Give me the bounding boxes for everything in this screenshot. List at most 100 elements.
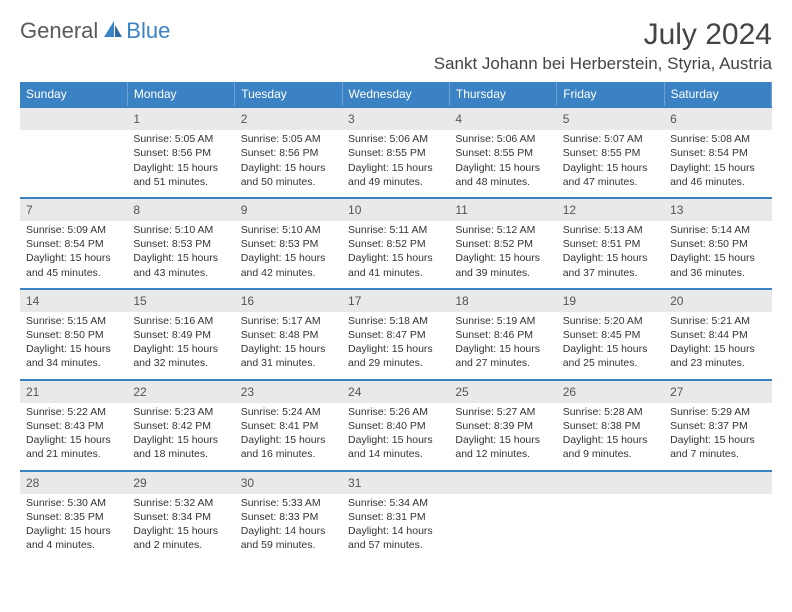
day-detail-line: Daylight: 15 hours bbox=[455, 161, 550, 175]
day-cell-header: 7 bbox=[20, 198, 127, 221]
day-cell-header: 28 bbox=[20, 471, 127, 494]
day-detail-line: Daylight: 15 hours bbox=[26, 524, 121, 538]
day-cell-header: 26 bbox=[557, 380, 664, 403]
logo-sail-icon bbox=[102, 19, 124, 44]
day-detail-line: Sunrise: 5:16 AM bbox=[133, 314, 228, 328]
day-detail-line: and 9 minutes. bbox=[563, 447, 658, 461]
week-content-row: Sunrise: 5:22 AMSunset: 8:43 PM Daylight:… bbox=[20, 403, 772, 471]
day-detail-line: Daylight: 15 hours bbox=[670, 342, 765, 356]
day-cell-header bbox=[557, 471, 664, 494]
day-details: Sunrise: 5:33 AMSunset: 8:33 PMDaylight:… bbox=[239, 494, 338, 553]
day-cell-content: Sunrise: 5:19 AMSunset: 8:46 PMDaylight:… bbox=[449, 312, 556, 380]
day-detail-line: Sunset: 8:43 PM bbox=[26, 419, 121, 433]
day-cell-header: 1 bbox=[127, 107, 234, 130]
day-detail-line: and 34 minutes. bbox=[26, 356, 121, 370]
day-detail-line: Sunset: 8:47 PM bbox=[348, 328, 443, 342]
day-number: 13 bbox=[664, 199, 771, 221]
day-cell-content: Sunrise: 5:16 AMSunset: 8:49 PMDaylight:… bbox=[127, 312, 234, 380]
day-number: 6 bbox=[664, 108, 771, 130]
day-detail-line: Daylight: 15 hours bbox=[348, 251, 443, 265]
day-cell-content: Sunrise: 5:10 AMSunset: 8:53 PMDaylight:… bbox=[235, 221, 342, 289]
day-header: Thursday bbox=[449, 82, 556, 107]
day-cell-header: 31 bbox=[342, 471, 449, 494]
day-detail-line: Sunrise: 5:34 AM bbox=[348, 496, 443, 510]
day-number bbox=[20, 108, 127, 130]
day-cell-header: 17 bbox=[342, 289, 449, 312]
day-detail-line: Sunrise: 5:29 AM bbox=[670, 405, 765, 419]
day-detail-line: Sunset: 8:34 PM bbox=[133, 510, 228, 524]
day-number: 3 bbox=[342, 108, 449, 130]
day-details: Sunrise: 5:20 AMSunset: 8:45 PMDaylight:… bbox=[561, 312, 660, 371]
day-detail-line: Sunset: 8:44 PM bbox=[670, 328, 765, 342]
day-cell-content: Sunrise: 5:11 AMSunset: 8:52 PMDaylight:… bbox=[342, 221, 449, 289]
day-details: Sunrise: 5:21 AMSunset: 8:44 PMDaylight:… bbox=[668, 312, 767, 371]
day-detail-line: and 42 minutes. bbox=[241, 266, 336, 280]
day-cell-content: Sunrise: 5:14 AMSunset: 8:50 PMDaylight:… bbox=[664, 221, 771, 289]
day-detail-line: and 23 minutes. bbox=[670, 356, 765, 370]
day-detail-line: Daylight: 15 hours bbox=[455, 342, 550, 356]
day-detail-line: Sunrise: 5:27 AM bbox=[455, 405, 550, 419]
day-details: Sunrise: 5:10 AMSunset: 8:53 PMDaylight:… bbox=[239, 221, 338, 280]
day-cell-content: Sunrise: 5:13 AMSunset: 8:51 PMDaylight:… bbox=[557, 221, 664, 289]
day-detail-line: Sunrise: 5:22 AM bbox=[26, 405, 121, 419]
logo: General Blue bbox=[20, 18, 170, 44]
day-cell-content: Sunrise: 5:10 AMSunset: 8:53 PMDaylight:… bbox=[127, 221, 234, 289]
day-detail-line: Daylight: 15 hours bbox=[133, 342, 228, 356]
day-details: Sunrise: 5:10 AMSunset: 8:53 PMDaylight:… bbox=[131, 221, 230, 280]
day-details: Sunrise: 5:07 AMSunset: 8:55 PMDaylight:… bbox=[561, 130, 660, 189]
day-details: Sunrise: 5:05 AMSunset: 8:56 PMDaylight:… bbox=[239, 130, 338, 189]
day-detail-line: and 14 minutes. bbox=[348, 447, 443, 461]
day-number: 10 bbox=[342, 199, 449, 221]
day-detail-line: Sunset: 8:46 PM bbox=[455, 328, 550, 342]
day-number: 8 bbox=[127, 199, 234, 221]
day-detail-line: and 59 minutes. bbox=[241, 538, 336, 552]
day-detail-line: Sunset: 8:55 PM bbox=[348, 146, 443, 160]
day-number: 21 bbox=[20, 381, 127, 403]
day-detail-line: Daylight: 15 hours bbox=[133, 433, 228, 447]
day-detail-line: Daylight: 15 hours bbox=[670, 433, 765, 447]
day-detail-line: Sunset: 8:33 PM bbox=[241, 510, 336, 524]
day-number: 27 bbox=[664, 381, 771, 403]
day-number: 1 bbox=[127, 108, 234, 130]
day-detail-line: and 16 minutes. bbox=[241, 447, 336, 461]
day-detail-line: Sunset: 8:35 PM bbox=[26, 510, 121, 524]
week-number-row: 123456 bbox=[20, 107, 772, 130]
day-number: 31 bbox=[342, 472, 449, 494]
header: General Blue July 2024 Sankt Johann bei … bbox=[20, 18, 772, 74]
day-cell-content: Sunrise: 5:33 AMSunset: 8:33 PMDaylight:… bbox=[235, 494, 342, 561]
day-cell-content: Sunrise: 5:05 AMSunset: 8:56 PMDaylight:… bbox=[235, 130, 342, 198]
day-detail-line: and 21 minutes. bbox=[26, 447, 121, 461]
day-detail-line: Daylight: 15 hours bbox=[670, 251, 765, 265]
day-detail-line: Sunset: 8:54 PM bbox=[26, 237, 121, 251]
day-detail-line: Daylight: 15 hours bbox=[241, 161, 336, 175]
day-header-row: Sunday Monday Tuesday Wednesday Thursday… bbox=[20, 82, 772, 107]
day-cell-header: 10 bbox=[342, 198, 449, 221]
day-detail-line: Sunrise: 5:05 AM bbox=[241, 132, 336, 146]
day-number bbox=[664, 472, 771, 494]
day-detail-line: and 27 minutes. bbox=[455, 356, 550, 370]
day-detail-line: Daylight: 15 hours bbox=[455, 251, 550, 265]
day-detail-line: Sunrise: 5:23 AM bbox=[133, 405, 228, 419]
day-detail-line: and 36 minutes. bbox=[670, 266, 765, 280]
day-detail-line: Daylight: 15 hours bbox=[348, 342, 443, 356]
week-number-row: 21222324252627 bbox=[20, 380, 772, 403]
day-detail-line: Sunset: 8:51 PM bbox=[563, 237, 658, 251]
day-detail-line: and 31 minutes. bbox=[241, 356, 336, 370]
day-details: Sunrise: 5:29 AMSunset: 8:37 PMDaylight:… bbox=[668, 403, 767, 462]
day-detail-line: Daylight: 15 hours bbox=[133, 161, 228, 175]
day-details: Sunrise: 5:27 AMSunset: 8:39 PMDaylight:… bbox=[453, 403, 552, 462]
day-detail-line: Sunset: 8:53 PM bbox=[133, 237, 228, 251]
day-cell-header: 18 bbox=[449, 289, 556, 312]
day-detail-line: Daylight: 15 hours bbox=[26, 342, 121, 356]
day-cell-header: 14 bbox=[20, 289, 127, 312]
day-number: 15 bbox=[127, 290, 234, 312]
day-detail-line: Sunset: 8:45 PM bbox=[563, 328, 658, 342]
day-cell-content: Sunrise: 5:21 AMSunset: 8:44 PMDaylight:… bbox=[664, 312, 771, 380]
day-number: 14 bbox=[20, 290, 127, 312]
day-detail-line: and 37 minutes. bbox=[563, 266, 658, 280]
day-detail-line: and 47 minutes. bbox=[563, 175, 658, 189]
day-detail-line: Sunrise: 5:18 AM bbox=[348, 314, 443, 328]
day-cell-content bbox=[20, 130, 127, 198]
day-details: Sunrise: 5:17 AMSunset: 8:48 PMDaylight:… bbox=[239, 312, 338, 371]
day-detail-line: Daylight: 14 hours bbox=[241, 524, 336, 538]
